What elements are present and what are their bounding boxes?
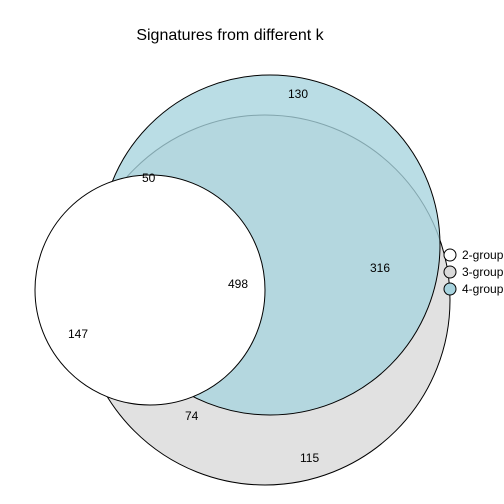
value-316: 316 xyxy=(370,261,390,275)
value-50: 50 xyxy=(142,171,156,185)
value-115: 115 xyxy=(300,451,319,465)
legend-label-3-group: 3-group xyxy=(462,265,504,279)
chart-title: Signatures from different k xyxy=(136,27,324,44)
value-center: 498 xyxy=(228,277,248,291)
venn-diagram: 147 130 50 498 316 74 115 Signatures fro… xyxy=(0,0,504,504)
value-only2: 147 xyxy=(68,327,88,341)
legend-swatch-4-group xyxy=(444,283,456,295)
legend: 2-group 3-group 4-group xyxy=(444,248,504,296)
legend-label-2-group: 2-group xyxy=(462,248,504,262)
value-74: 74 xyxy=(185,409,199,423)
legend-swatch-2-group xyxy=(444,249,456,261)
value-only4: 130 xyxy=(288,87,308,101)
legend-label-4-group: 4-group xyxy=(462,282,504,296)
legend-swatch-3-group xyxy=(444,266,456,278)
